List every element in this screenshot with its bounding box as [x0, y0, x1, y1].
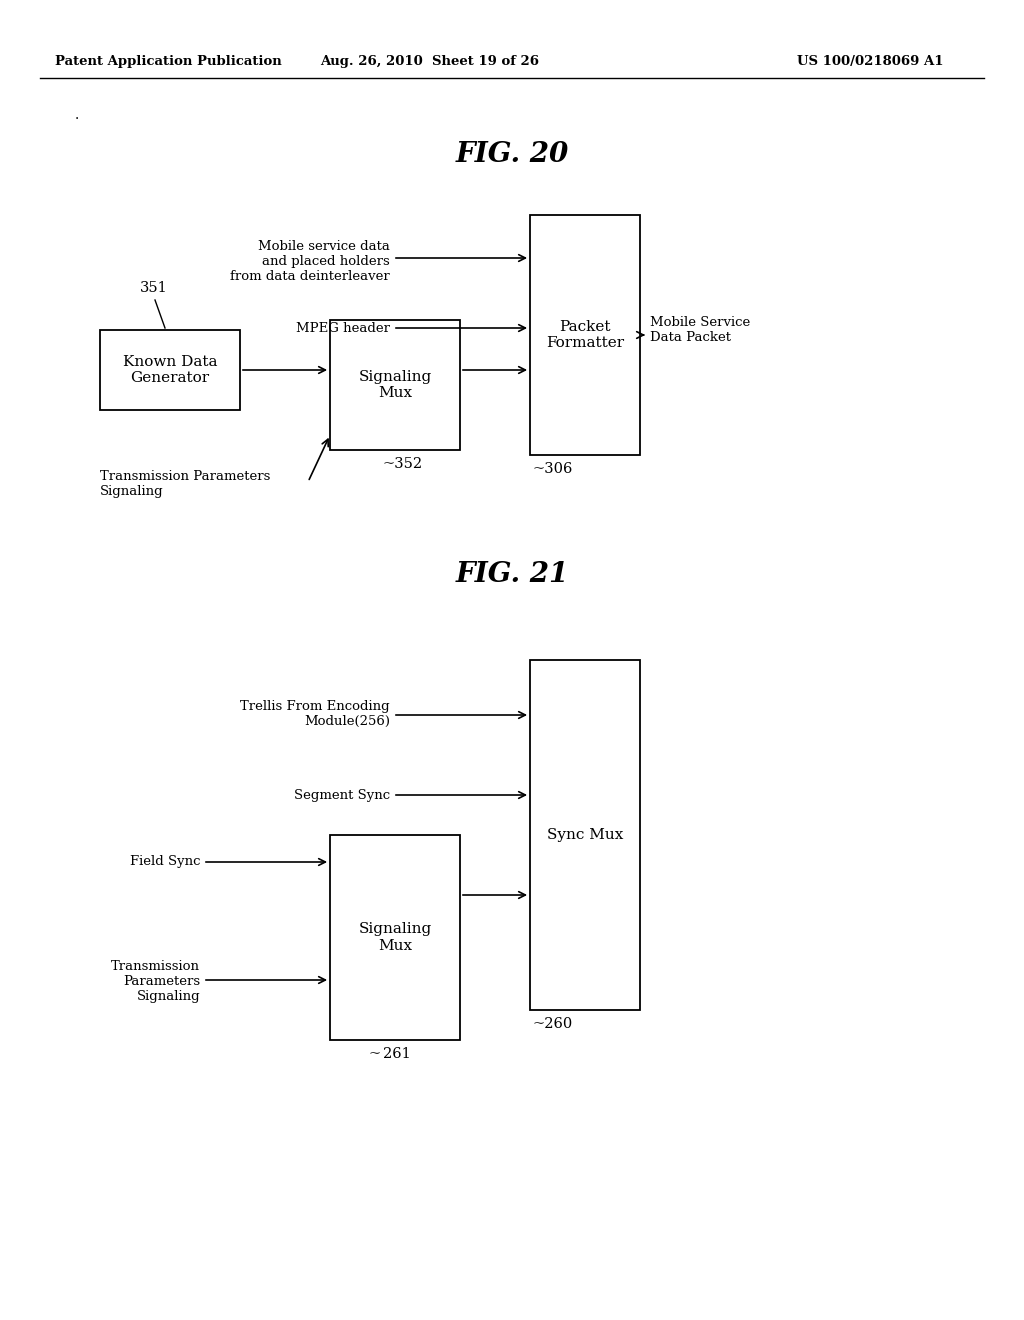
Text: Aug. 26, 2010  Sheet 19 of 26: Aug. 26, 2010 Sheet 19 of 26 [321, 55, 540, 69]
Text: Signaling
Mux: Signaling Mux [358, 923, 432, 953]
Text: ~306: ~306 [532, 462, 572, 477]
Text: Known Data
Generator: Known Data Generator [123, 355, 217, 385]
Text: ~260: ~260 [534, 1016, 573, 1031]
Text: 351: 351 [140, 281, 168, 294]
Text: 261: 261 [383, 1047, 411, 1061]
Text: .: . [75, 108, 79, 121]
Text: FIG. 21: FIG. 21 [456, 561, 568, 589]
Text: FIG. 20: FIG. 20 [456, 141, 568, 169]
Bar [100, 330, 240, 411]
Text: Signaling
Mux: Signaling Mux [358, 370, 432, 400]
Text: Trellis From Encoding
Module(256): Trellis From Encoding Module(256) [241, 700, 390, 729]
Text: Transmission
Parameters
Signaling: Transmission Parameters Signaling [111, 960, 200, 1003]
Text: Transmission Parameters
Signaling: Transmission Parameters Signaling [100, 470, 270, 498]
Bar [330, 319, 460, 450]
Text: MPEG header: MPEG header [296, 322, 390, 334]
Text: Mobile Service
Data Packet: Mobile Service Data Packet [650, 315, 751, 345]
Text: Sync Mux: Sync Mux [547, 828, 624, 842]
Bar [530, 660, 640, 1010]
Text: Segment Sync: Segment Sync [294, 788, 390, 801]
Text: Patent Application Publication: Patent Application Publication [55, 55, 282, 69]
Text: Packet
Formatter: Packet Formatter [546, 319, 624, 350]
Text: Mobile service data
and placed holders
from data deinterleaver: Mobile service data and placed holders f… [230, 240, 390, 282]
Text: ~: ~ [368, 1047, 380, 1061]
Bar [530, 215, 640, 455]
Text: Field Sync: Field Sync [129, 855, 200, 869]
Text: ~352: ~352 [382, 457, 422, 471]
Bar [330, 836, 460, 1040]
Text: US 100/0218069 A1: US 100/0218069 A1 [797, 55, 943, 69]
